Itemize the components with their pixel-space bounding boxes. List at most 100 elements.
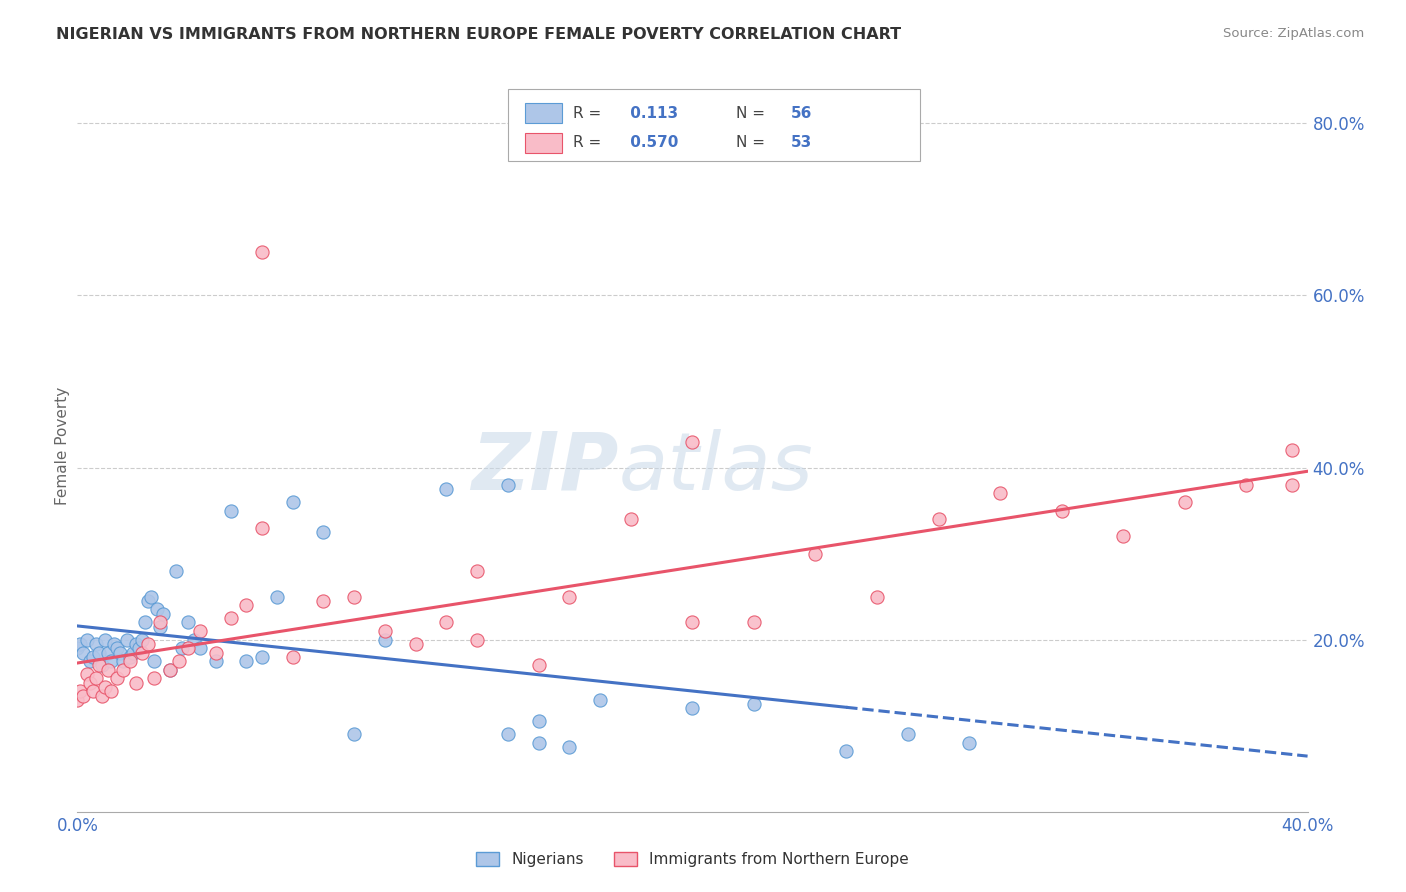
Point: [112, 654, 135, 668]
Text: 0.570: 0.570: [624, 136, 678, 151]
Point: [125, 675, 148, 690]
Point: [97, 663, 120, 677]
Point: [112, 663, 135, 677]
Point: [682, 701, 704, 715]
Text: R =: R =: [574, 136, 606, 151]
Point: [250, 649, 273, 664]
Point: [204, 654, 226, 668]
Point: [374, 624, 396, 638]
Point: [1174, 495, 1197, 509]
Point: [100, 684, 122, 698]
Point: [250, 521, 273, 535]
Point: [143, 654, 166, 668]
Point: [804, 547, 827, 561]
Point: [84, 671, 107, 685]
Point: [90, 689, 114, 703]
FancyBboxPatch shape: [526, 133, 562, 153]
Point: [134, 615, 156, 630]
Point: [620, 512, 643, 526]
FancyBboxPatch shape: [526, 103, 562, 123]
Point: [405, 637, 427, 651]
Point: [266, 590, 288, 604]
Point: [250, 245, 273, 260]
Point: [159, 663, 181, 677]
Point: [72, 689, 94, 703]
Point: [82, 649, 104, 664]
Point: [1050, 503, 1073, 517]
Point: [219, 503, 242, 517]
Y-axis label: Female Poverty: Female Poverty: [55, 387, 70, 505]
Point: [66, 693, 89, 707]
Point: [682, 615, 704, 630]
Point: [235, 654, 257, 668]
Point: [118, 654, 141, 668]
Point: [94, 680, 117, 694]
Text: 53: 53: [792, 136, 813, 151]
Point: [527, 658, 550, 673]
Point: [97, 646, 120, 660]
Point: [589, 693, 612, 707]
Point: [188, 641, 212, 656]
Point: [87, 658, 110, 673]
Point: [136, 594, 159, 608]
Point: [465, 632, 488, 647]
Point: [374, 632, 396, 647]
Point: [742, 697, 765, 711]
Point: [103, 637, 125, 651]
Point: [235, 598, 257, 612]
Point: [496, 477, 519, 491]
Point: [79, 675, 101, 690]
Point: [141, 590, 163, 604]
Point: [928, 512, 950, 526]
Point: [527, 714, 550, 729]
Point: [167, 654, 190, 668]
Point: [558, 590, 581, 604]
Point: [72, 646, 94, 660]
Point: [1234, 477, 1257, 491]
Point: [76, 667, 98, 681]
FancyBboxPatch shape: [508, 89, 920, 161]
Point: [1281, 443, 1303, 458]
Point: [558, 740, 581, 755]
Point: [152, 607, 174, 621]
Text: 0.113: 0.113: [624, 106, 678, 120]
Text: N =: N =: [735, 106, 769, 120]
Point: [281, 649, 304, 664]
Text: Source: ZipAtlas.com: Source: ZipAtlas.com: [1223, 27, 1364, 40]
Point: [76, 632, 98, 647]
Point: [177, 615, 200, 630]
Point: [125, 637, 148, 651]
Point: [136, 637, 159, 651]
Point: [204, 646, 226, 660]
Point: [165, 564, 187, 578]
Point: [957, 736, 980, 750]
Point: [94, 632, 117, 647]
Point: [988, 486, 1011, 500]
Point: [177, 641, 200, 656]
Point: [343, 727, 366, 741]
Point: [465, 564, 488, 578]
Point: [897, 727, 920, 741]
Point: [121, 646, 143, 660]
Point: [90, 658, 114, 673]
Point: [69, 684, 91, 698]
Point: [131, 646, 153, 660]
Point: [105, 671, 128, 685]
Point: [188, 624, 212, 638]
Point: [79, 654, 101, 668]
Point: [149, 615, 172, 630]
Point: [66, 641, 89, 656]
Point: [143, 671, 166, 685]
Point: [343, 590, 366, 604]
Point: [131, 632, 153, 647]
Point: [100, 654, 122, 668]
Text: ZIP: ZIP: [471, 429, 619, 507]
Point: [527, 736, 550, 750]
Point: [835, 744, 858, 758]
Point: [1281, 477, 1303, 491]
Point: [105, 641, 128, 656]
Point: [496, 727, 519, 741]
Point: [146, 602, 169, 616]
Text: N =: N =: [735, 136, 769, 151]
Point: [115, 632, 138, 647]
